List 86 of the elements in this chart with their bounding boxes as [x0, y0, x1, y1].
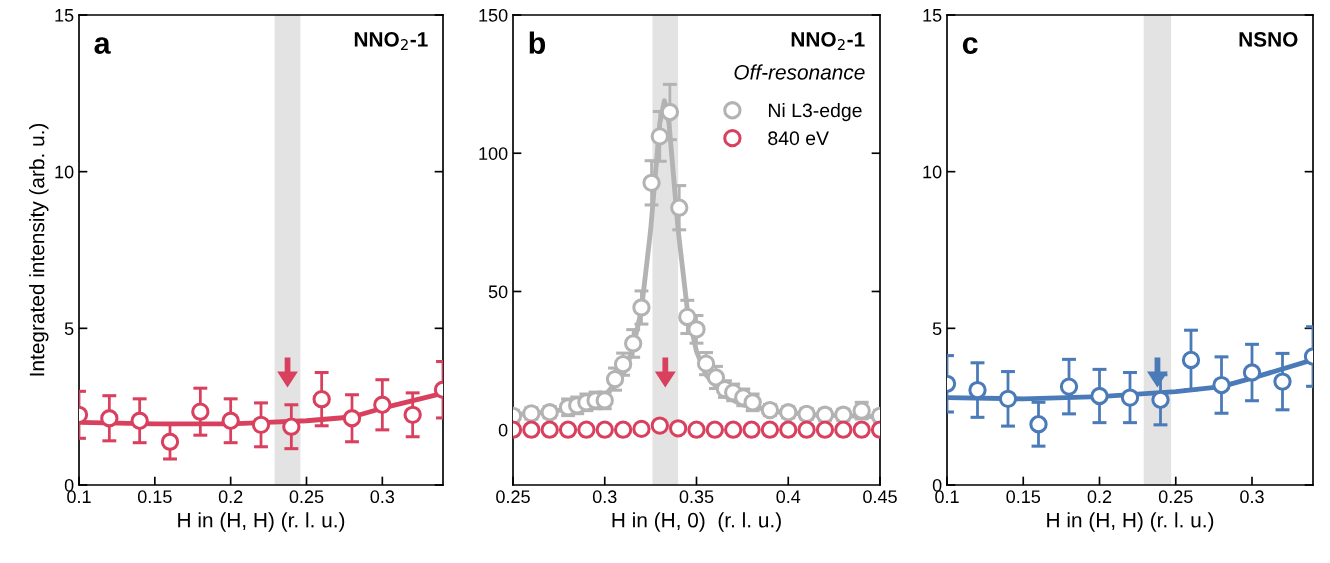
- point: [668, 419, 688, 438]
- annotation: c: [962, 37, 978, 54]
- x-tick-label: 0.15: [1006, 490, 1041, 504]
- point: [696, 354, 716, 373]
- x-tick-label: 0.3: [592, 490, 617, 504]
- annotation: Off-resonance: [734, 64, 865, 80]
- point: [1029, 415, 1048, 434]
- point: [650, 416, 669, 435]
- point: [403, 405, 422, 424]
- point: [613, 355, 633, 374]
- point: [632, 419, 651, 439]
- point: [540, 420, 559, 439]
- x-tick-label: 0.3: [1240, 490, 1264, 504]
- x-tick-label: 0.45: [863, 490, 897, 504]
- point: [577, 420, 596, 439]
- legend-label: 840 eV: [768, 131, 829, 146]
- x-tick-label: 0.2: [1087, 490, 1112, 504]
- point: [760, 420, 780, 439]
- y-axis-title: Integrated intensity (arb. u.): [29, 123, 49, 376]
- point: [373, 395, 392, 414]
- point: [342, 409, 362, 428]
- point: [968, 380, 987, 400]
- point: [251, 415, 271, 435]
- point: [687, 420, 706, 439]
- x-tick-label: 0.25: [289, 490, 324, 504]
- point: [282, 417, 301, 436]
- point: [1120, 388, 1140, 407]
- point: [660, 102, 680, 122]
- y-tick-label: 0: [64, 478, 74, 492]
- point: [779, 420, 798, 439]
- point: [678, 307, 697, 327]
- point: [632, 298, 651, 317]
- annotation: b: [529, 31, 546, 54]
- y-tick-label: 0: [932, 478, 942, 492]
- point: [100, 409, 119, 428]
- annotation: a: [94, 37, 111, 54]
- annotation: NNO$_{2}$-1: [791, 31, 865, 50]
- x-axis-title: H in (H, H) (r. l. u.): [1047, 512, 1214, 532]
- point: [687, 320, 706, 339]
- y-tick-label: 10: [923, 165, 942, 179]
- point: [1212, 375, 1231, 395]
- x-tick-label: 0.15: [137, 490, 172, 504]
- y-tick-label: 15: [923, 9, 942, 22]
- y-tick-label: 50: [488, 285, 508, 299]
- x-axis-title: H in (H, 0) (r. l. u.): [612, 512, 781, 532]
- point: [191, 402, 210, 421]
- point: [705, 420, 725, 439]
- point: [130, 411, 149, 430]
- y-tick-label: 150: [479, 8, 508, 22]
- annotation: NSNO: [1239, 32, 1298, 47]
- x-tick-label: 0.2: [218, 490, 243, 504]
- point: [312, 389, 331, 409]
- legend-label: Ni L3-edge: [768, 103, 862, 122]
- point: [595, 420, 614, 439]
- point: [558, 420, 578, 439]
- point: [642, 173, 661, 192]
- point: [742, 420, 761, 439]
- x-tick-label: 0.4: [776, 490, 801, 504]
- point: [1242, 363, 1262, 382]
- x-tick-label: 0.1: [935, 490, 959, 504]
- annotation: NNO$_{2}$-1: [354, 31, 428, 50]
- x-axis-title: H in (H, H) (r. l. u.): [178, 512, 345, 532]
- x-tick-label: 0.25: [496, 490, 530, 504]
- point: [221, 411, 240, 430]
- point: [160, 432, 180, 451]
- point: [613, 420, 633, 439]
- y-tick-label: 0: [498, 423, 508, 437]
- y-tick-label: 100: [479, 147, 508, 160]
- y-tick-label: 10: [55, 165, 74, 179]
- x-tick-label: 0.3: [370, 490, 395, 504]
- y-tick-label: 5: [932, 322, 942, 336]
- point: [1090, 386, 1109, 406]
- point: [670, 198, 689, 217]
- x-tick-label: 0.35: [679, 490, 714, 504]
- y-tick-label: 5: [64, 322, 74, 336]
- x-tick-label: 0.1: [67, 490, 91, 504]
- y-tick-label: 15: [55, 9, 74, 22]
- point: [1273, 372, 1292, 391]
- point: [1181, 350, 1201, 370]
- point: [706, 368, 726, 387]
- point: [724, 420, 743, 439]
- point: [998, 389, 1018, 408]
- point: [624, 334, 643, 353]
- x-tick-label: 0.25: [1158, 490, 1193, 504]
- point: [650, 127, 669, 146]
- point: [1059, 377, 1079, 396]
